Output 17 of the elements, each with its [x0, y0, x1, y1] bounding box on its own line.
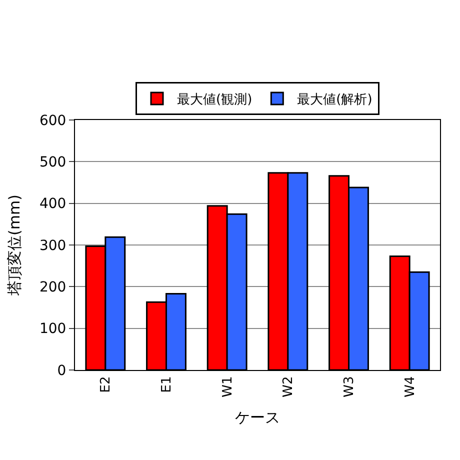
- y-tick-label: 600: [39, 112, 66, 129]
- y-tick-label: 400: [39, 196, 66, 212]
- y-tick-label: 0: [57, 362, 66, 379]
- x-tick-label: W2: [281, 376, 296, 398]
- x-axis-title: ケース: [235, 408, 280, 426]
- x-tick-label: W1: [220, 376, 236, 398]
- legend-label: 最大値(観測): [177, 92, 252, 108]
- x-tick-label: E1: [159, 376, 174, 393]
- x-tick-label: E2: [98, 376, 114, 393]
- y-tick-label: 200: [39, 280, 66, 296]
- y-tick-label: 300: [39, 238, 66, 254]
- y-tick-label: 500: [39, 154, 66, 171]
- x-tick-label: W3: [342, 376, 357, 398]
- legend-label: 最大値(解析): [297, 92, 372, 108]
- y-axis-title: 塔頂変位(mm): [6, 194, 24, 296]
- x-tick-label: W4: [402, 376, 418, 398]
- y-tick-label: 100: [39, 321, 66, 338]
